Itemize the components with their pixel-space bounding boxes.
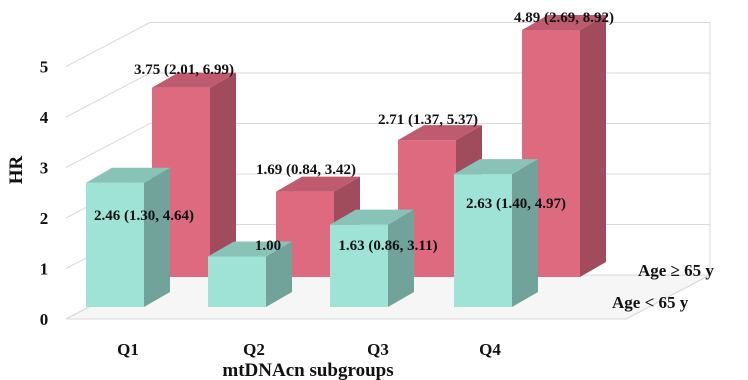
bar-side-face xyxy=(266,241,292,307)
bar-front-Q1 xyxy=(86,167,170,307)
gridline-side xyxy=(65,123,151,168)
bar-side-face xyxy=(512,159,538,307)
data-label: 2.71 (1.37, 5.37) xyxy=(378,112,478,128)
bar-top-face xyxy=(454,159,538,175)
gridline-side xyxy=(65,22,151,67)
value-labels: 3.75 (2.01, 6.99) 1.69 (0.84, 3.42) 2.71 (… xyxy=(94,10,614,254)
y-tick-label: 1 xyxy=(40,260,49,279)
bar-top-face xyxy=(330,209,414,225)
data-label: 3.75 (2.01, 6.99) xyxy=(134,62,234,78)
x-axis-title: mtDNAcn subgroups xyxy=(222,360,393,380)
bar-front-Q2 xyxy=(208,241,292,307)
bar-front-Q3 xyxy=(330,209,414,307)
bar-front-face xyxy=(454,174,512,307)
bar-front-face xyxy=(86,182,144,307)
data-label: 2.63 (1.40, 4.97) xyxy=(466,196,566,212)
y-tick-label: 3 xyxy=(40,159,49,178)
series-label-back: Age ≥ 65 y xyxy=(638,261,714,280)
data-label: 4.89 (2.69, 8.92) xyxy=(514,10,614,26)
bar-top-face xyxy=(276,176,360,192)
x-tick-label: Q1 xyxy=(117,340,139,359)
bar-top-face xyxy=(522,15,606,31)
y-tick-label: 0 xyxy=(40,310,49,329)
series-label-front: Age < 65 y xyxy=(612,293,689,312)
data-label: 1.63 (0.86, 3.11) xyxy=(338,238,437,254)
data-label: 2.46 (1.30, 4.64) xyxy=(94,208,194,224)
axes: 0 1 2 3 4 5 Q1 Q2 Q3 Q4 xyxy=(40,58,502,360)
x-tick-label: Q2 xyxy=(243,340,265,359)
y-tick-label: 2 xyxy=(40,209,49,228)
bars xyxy=(86,15,606,307)
bar-side-face xyxy=(144,167,170,307)
bar-front-face xyxy=(330,224,388,307)
bar-top-face xyxy=(398,125,482,141)
bar-top-face xyxy=(86,167,170,183)
bar-front-face xyxy=(208,256,266,307)
gridline-side xyxy=(65,72,151,118)
y-tick-label: 4 xyxy=(40,108,49,127)
y-tick-label: 5 xyxy=(40,58,49,77)
bar-top-face xyxy=(208,241,292,257)
bar-front-Q4 xyxy=(454,159,538,307)
x-tick-label: Q4 xyxy=(479,340,501,359)
y-axis-title: HR xyxy=(6,155,27,184)
data-label: 1.69 (0.84, 3.42) xyxy=(256,162,356,178)
floor-edge xyxy=(625,274,711,320)
data-label: 1.00 xyxy=(255,238,281,254)
bar-side-face xyxy=(210,72,236,277)
x-tick-label: Q3 xyxy=(367,340,389,359)
bar-top-face xyxy=(152,72,236,88)
bar-side-face xyxy=(388,209,414,307)
bar-side-face xyxy=(580,15,606,278)
